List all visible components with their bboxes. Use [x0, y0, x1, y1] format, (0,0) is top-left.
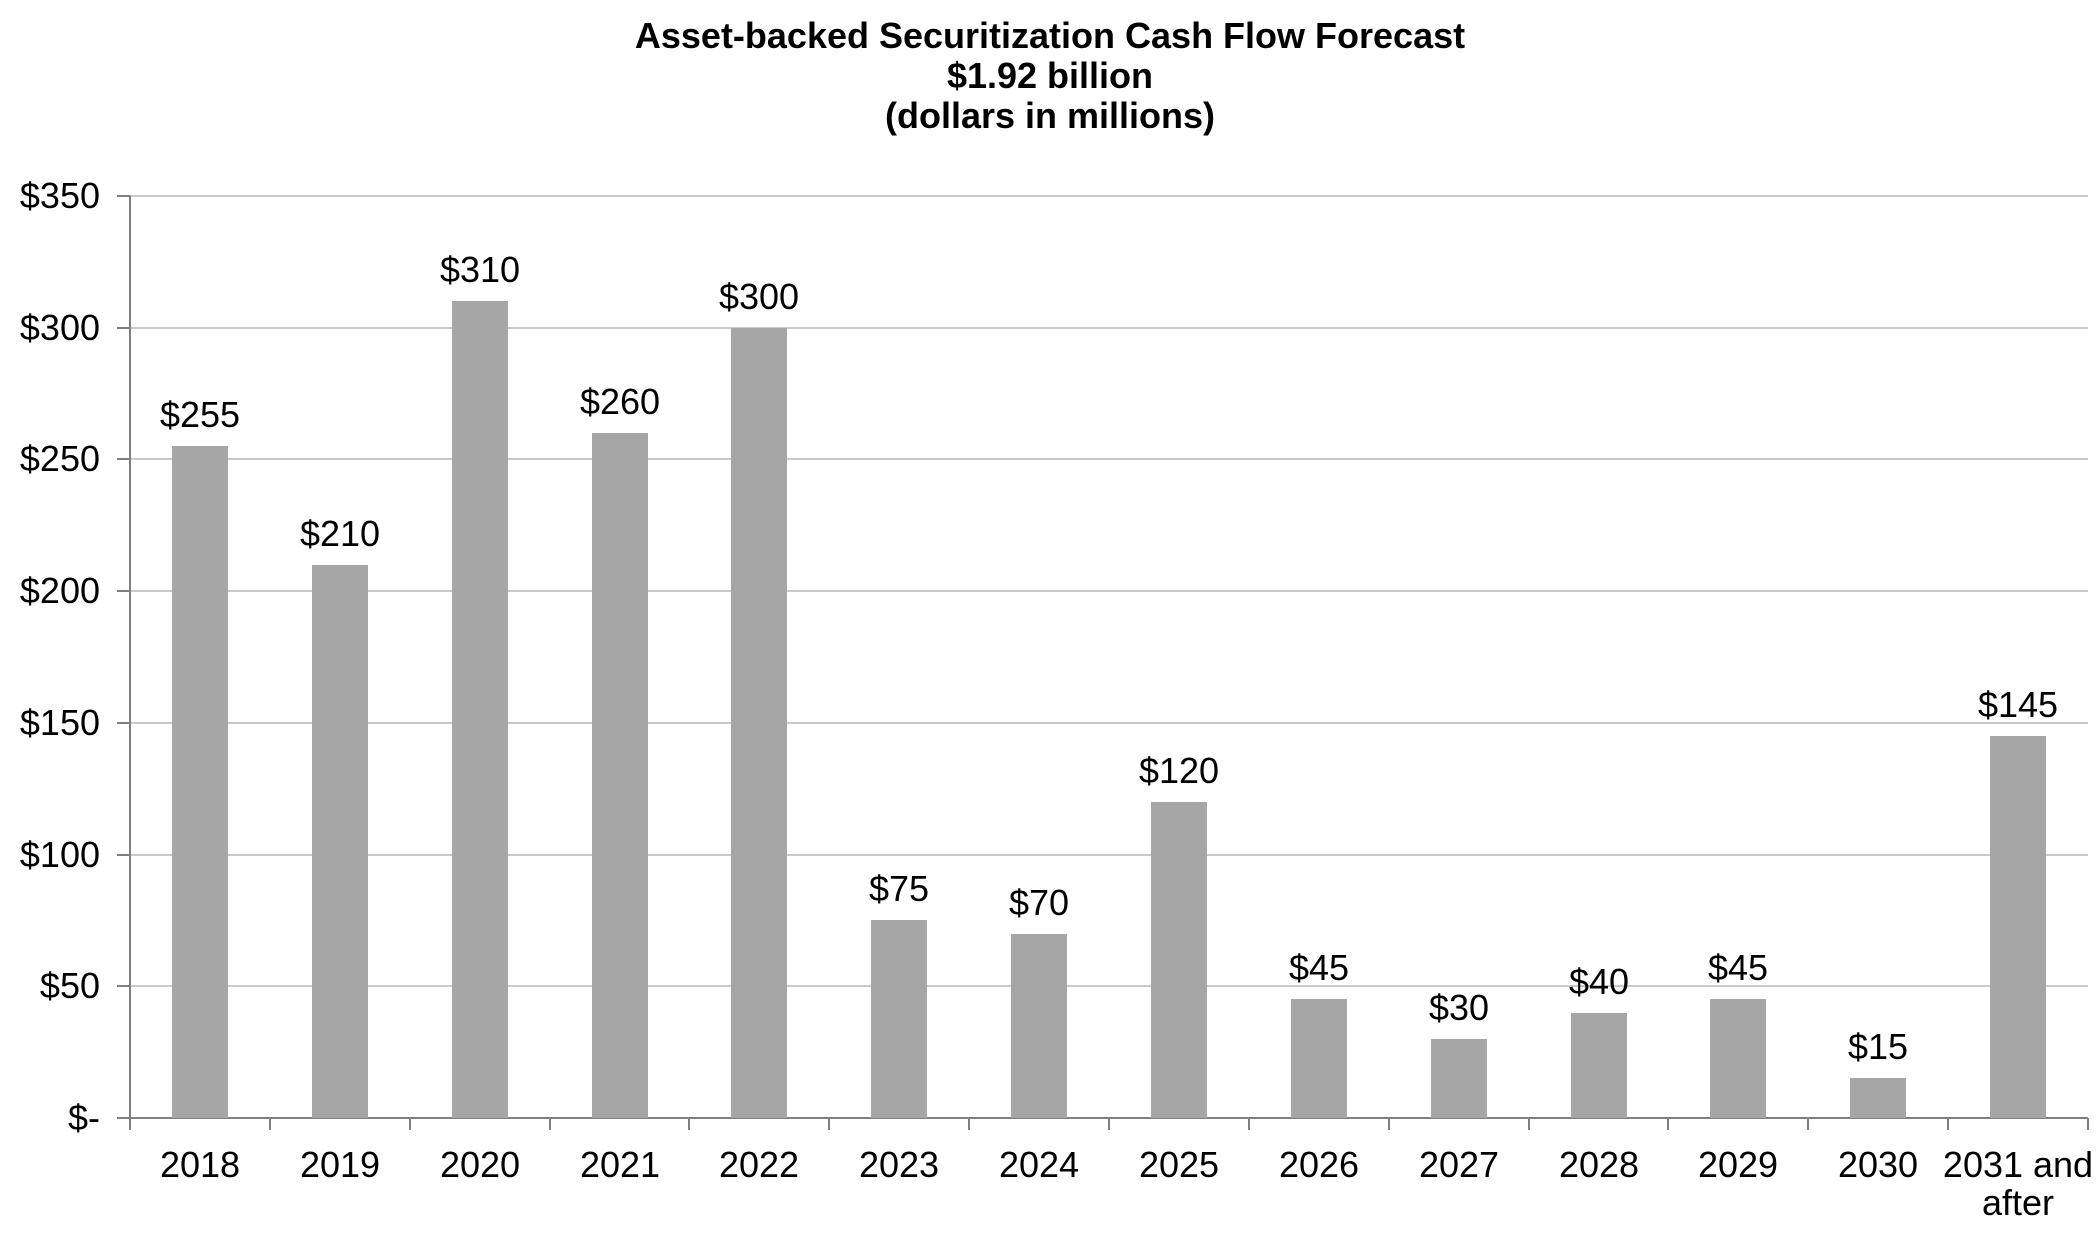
y-tick-250 — [117, 458, 130, 460]
bar-2021 — [592, 433, 648, 1118]
bar-2022 — [731, 327, 787, 1118]
x-tick-2 — [409, 1118, 411, 1130]
gridline-300 — [130, 326, 2088, 329]
y-tick-label-0: $- — [67, 1097, 100, 1138]
x-label-2031-and-after: 2031 and after — [1942, 1144, 2094, 1223]
data-label-2019: $210 — [299, 513, 381, 554]
x-label-2024: 2024 — [998, 1144, 1080, 1185]
chart-title: Asset-backed Securitization Cash Flow Fo… — [0, 16, 2100, 136]
y-tick-200 — [117, 590, 130, 592]
bar-2019 — [312, 564, 368, 1118]
bar-2029 — [1710, 999, 1766, 1118]
x-label-2027: 2027 — [1418, 1144, 1500, 1185]
data-label-2027: $30 — [1428, 987, 1490, 1028]
x-tick-5 — [828, 1118, 830, 1130]
x-tick-12 — [1807, 1118, 1809, 1130]
x-axis-line — [130, 1117, 2088, 1119]
data-label-2031 and after: $145 — [1977, 684, 2059, 725]
gridline-350 — [130, 195, 2088, 197]
gridline-200 — [130, 590, 2088, 593]
bar-2026 — [1291, 999, 1347, 1118]
x-tick-8 — [1248, 1118, 1250, 1130]
y-tick-label-100: $100 — [19, 834, 100, 875]
x-label-2028: 2028 — [1558, 1144, 1640, 1185]
bar-2025 — [1151, 801, 1207, 1118]
x-tick-11 — [1667, 1118, 1669, 1130]
x-label-2019: 2019 — [299, 1144, 381, 1185]
y-axis-line — [129, 196, 131, 1128]
y-tick-label-50: $50 — [39, 965, 100, 1006]
x-tick-7 — [1108, 1118, 1110, 1130]
data-label-2029: $45 — [1707, 947, 1769, 988]
x-tick-3 — [549, 1118, 551, 1130]
y-tick-50 — [117, 985, 130, 987]
bar-2027 — [1431, 1038, 1487, 1118]
gridline-50 — [130, 985, 2088, 988]
data-label-2021: $260 — [579, 381, 661, 422]
data-label-2024: $70 — [1008, 882, 1070, 923]
data-label-2025: $120 — [1138, 750, 1220, 791]
x-label-2020: 2020 — [439, 1144, 521, 1185]
x-tick-6 — [968, 1118, 970, 1130]
y-tick-label-150: $150 — [19, 702, 100, 743]
x-tick-4 — [688, 1118, 690, 1130]
x-label-2026: 2026 — [1278, 1144, 1360, 1185]
bar-2024 — [1011, 933, 1067, 1118]
bar-2030 — [1850, 1078, 1906, 1118]
y-tick-300 — [117, 327, 130, 329]
x-tick-13 — [1947, 1118, 1949, 1130]
y-tick-350 — [117, 195, 130, 197]
x-label-2018: 2018 — [159, 1144, 241, 1185]
plot-area: $255 $210 $310 $260 $300 $75 $70 $120 $45 $30 $40 $… — [129, 195, 2088, 1128]
x-tick-10 — [1528, 1118, 1530, 1130]
x-tick-9 — [1388, 1118, 1390, 1130]
data-label-2022: $300 — [718, 276, 800, 317]
x-label-2029: 2029 — [1697, 1144, 1779, 1185]
x-label-2023: 2023 — [858, 1144, 940, 1185]
data-label-2026: $45 — [1288, 947, 1350, 988]
chart-title-line1: Asset-backed Securitization Cash Flow Fo… — [634, 15, 1466, 56]
chart-title-line2: $1.92 billion — [946, 55, 1154, 96]
x-label-2025: 2025 — [1138, 1144, 1220, 1185]
gridline-150 — [130, 721, 2088, 724]
x-label-2030: 2030 — [1837, 1144, 1919, 1185]
gridline-100 — [130, 853, 2088, 856]
y-tick-label-350: $350 — [19, 175, 100, 216]
data-label-2030: $15 — [1847, 1026, 1909, 1067]
data-label-2023: $75 — [868, 868, 930, 909]
bar-2020 — [452, 301, 508, 1118]
x-label-2021: 2021 — [579, 1144, 661, 1185]
chart-title-line3: (dollars in millions) — [884, 95, 1216, 136]
x-tick-1 — [269, 1118, 271, 1130]
data-label-2028: $40 — [1568, 961, 1630, 1002]
y-tick-label-250: $250 — [19, 438, 100, 479]
y-tick-150 — [117, 722, 130, 724]
gridline-250 — [130, 458, 2088, 461]
y-tick-0 — [117, 1117, 130, 1119]
data-label-2018: $255 — [159, 394, 241, 435]
bar-2023 — [871, 920, 927, 1118]
x-label-2022: 2022 — [718, 1144, 800, 1185]
bar-2028 — [1571, 1012, 1627, 1118]
y-tick-label-200: $200 — [19, 570, 100, 611]
x-tick-14 — [2087, 1118, 2089, 1130]
bar-2031 and after — [1990, 736, 2046, 1118]
y-tick-label-300: $300 — [19, 307, 100, 348]
bar-2018 — [172, 446, 228, 1118]
y-tick-100 — [117, 854, 130, 856]
data-label-2020: $310 — [439, 249, 521, 290]
